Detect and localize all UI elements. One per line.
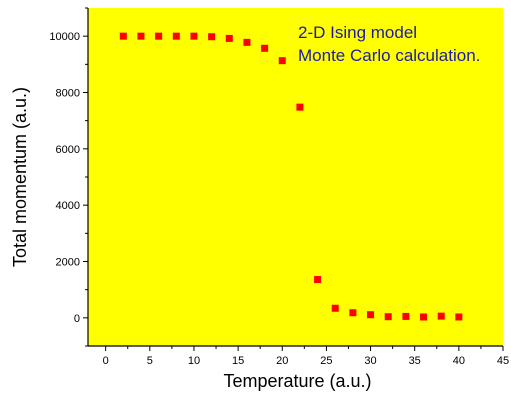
x-tick-label: 45 — [497, 355, 509, 367]
x-tick-label: 20 — [276, 355, 288, 367]
y-tick-label: 4000 — [56, 200, 80, 212]
data-point — [172, 32, 180, 40]
x-tick-label: 15 — [232, 355, 244, 367]
x-tick-label: 35 — [409, 355, 421, 367]
annotation-line-1: 2-D Ising model — [298, 23, 417, 42]
y-tick-label: 8000 — [56, 88, 80, 100]
y-tick-label: 10000 — [49, 31, 80, 43]
data-point — [455, 313, 463, 321]
data-point — [384, 313, 392, 321]
data-point — [314, 276, 322, 284]
data-point — [420, 313, 428, 321]
data-point — [243, 38, 251, 46]
data-point — [296, 103, 304, 111]
plot-area — [88, 8, 503, 346]
y-tick-label: 6000 — [56, 144, 80, 156]
data-point — [155, 32, 163, 40]
x-tick-label: 30 — [364, 355, 376, 367]
data-point — [349, 309, 357, 317]
data-point — [208, 33, 216, 41]
data-point — [137, 32, 145, 40]
data-point — [261, 44, 269, 52]
data-point — [331, 304, 339, 312]
x-axis-ticks: 0 5 10 15 20 25 30 35 40 45 — [103, 346, 509, 367]
x-tick-label: 0 — [103, 355, 109, 367]
annotation-line-2: Monte Carlo calculation. — [298, 46, 480, 65]
data-point — [119, 32, 127, 40]
x-tick-label: 40 — [453, 355, 465, 367]
data-point — [402, 312, 410, 320]
y-axis-ticks: 0 2000 4000 6000 8000 10000 — [49, 7, 88, 347]
data-point — [278, 57, 286, 65]
y-tick-label: 0 — [74, 313, 80, 325]
data-points — [119, 32, 463, 321]
data-point — [225, 34, 233, 42]
x-tick-label: 10 — [188, 355, 200, 367]
y-axis-title: Total momentum (a.u.) — [10, 87, 30, 267]
x-tick-label: 5 — [147, 355, 153, 367]
y-tick-label: 2000 — [56, 257, 80, 269]
x-axis-title: Temperature (a.u.) — [223, 371, 371, 391]
data-point — [367, 311, 375, 319]
data-point — [437, 312, 445, 320]
data-point — [190, 32, 198, 40]
x-tick-label: 25 — [320, 355, 332, 367]
